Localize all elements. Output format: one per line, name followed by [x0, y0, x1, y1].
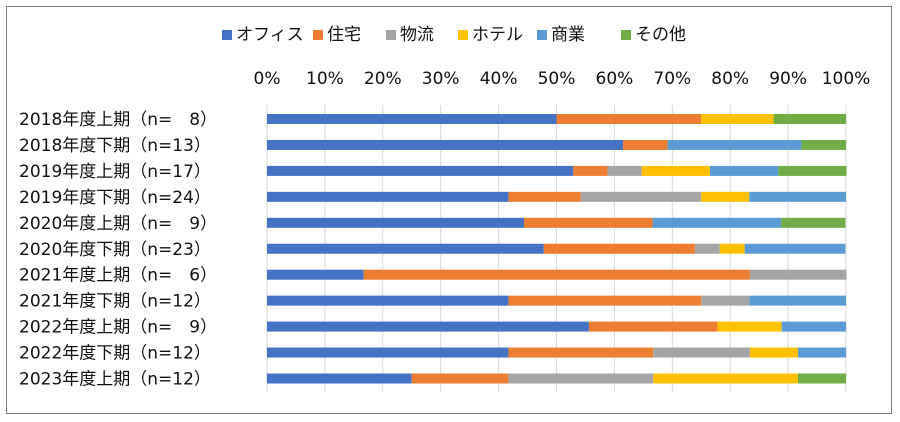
legend-label: オフィス — [236, 25, 304, 45]
category-label: 2022年度下期（n=12） — [19, 344, 211, 364]
bar-segment — [524, 217, 653, 228]
category-label: 2020年度下期（n=23） — [19, 240, 211, 260]
x-tick-label: 40% — [480, 69, 518, 89]
bar-segment — [267, 295, 509, 306]
x-tick-label: 10% — [306, 69, 344, 89]
category-label: 2023年度上期（n=12） — [19, 370, 211, 390]
legend-swatch — [313, 30, 323, 40]
legend-label: ホテル — [472, 25, 523, 45]
bar-segment — [701, 295, 750, 306]
bar-segment — [411, 373, 509, 384]
legend-label: 商業 — [551, 25, 585, 45]
x-axis-ticks: 0% 10% 20% 30% 40% 50% 60% 70% 80% 90% 100% — [254, 69, 871, 89]
legend-label: 住宅 — [327, 25, 361, 45]
bar-segment — [543, 243, 695, 254]
chart-frame — [6, 6, 892, 414]
bar-segment — [267, 243, 544, 254]
bar-segment — [701, 114, 774, 124]
x-tick-label: 20% — [364, 69, 402, 89]
bar-segment — [508, 295, 702, 306]
bar-segment — [801, 139, 846, 150]
bar-segment — [267, 373, 412, 384]
category-label: 2019年度下期（n=24） — [19, 188, 211, 208]
category-label: 2018年度下期（n=13） — [19, 136, 211, 156]
bar-segment — [556, 114, 702, 124]
bar-segment — [744, 243, 846, 254]
category-label: 2019年度上期（n=17） — [19, 162, 211, 182]
category-label: 2018年度上期（n= 8） — [19, 110, 217, 130]
category-labels: 2018年度上期（n= 8） 2018年度下期（n=13） 2019年度上期（n=1… — [19, 110, 217, 390]
legend-swatch — [621, 30, 631, 40]
bar-segment — [797, 373, 846, 384]
bar-segment — [781, 321, 846, 332]
x-tick-label: 90% — [769, 69, 807, 89]
bar-segment — [267, 114, 557, 124]
x-tick-label: 0% — [254, 69, 281, 89]
bar-segment — [267, 165, 574, 176]
bar-segment — [719, 243, 745, 254]
bar-segment — [749, 295, 846, 306]
bar-segment — [717, 321, 782, 332]
legend-label: その他 — [635, 25, 686, 45]
legend-label: 物流 — [400, 25, 434, 45]
x-tick-label: 50% — [538, 69, 576, 89]
category-label: 2020年度上期（n= 9） — [19, 214, 217, 234]
bar-segment — [749, 191, 846, 202]
bar-segment — [363, 269, 750, 280]
bar-segment — [508, 347, 654, 358]
bar-segment — [580, 191, 702, 202]
bar-segment — [267, 269, 364, 280]
bar-segment — [267, 321, 589, 332]
bar-segment — [749, 347, 798, 358]
x-tick-label: 30% — [422, 69, 460, 89]
bar-segment — [653, 373, 798, 384]
legend-swatch — [458, 30, 468, 40]
bar-segment — [781, 217, 846, 228]
bar-segment — [667, 139, 802, 150]
x-tick-label: 80% — [711, 69, 749, 89]
legend-swatch — [537, 30, 547, 40]
x-tick-label: 100% — [822, 69, 871, 89]
bar-segment — [508, 373, 654, 384]
bars — [267, 114, 847, 384]
bar-segment — [778, 165, 847, 176]
bar-segment — [641, 165, 710, 176]
category-label: 2021年度下期（n=12） — [19, 292, 211, 312]
x-tick-label: 60% — [596, 69, 634, 89]
bar-segment — [701, 191, 750, 202]
legend-swatch — [386, 30, 396, 40]
bar-segment — [709, 165, 779, 176]
bar-segment — [623, 139, 668, 150]
bar-segment — [749, 269, 847, 280]
bar-segment — [652, 217, 782, 228]
bar-segment — [694, 243, 720, 254]
bar-segment — [267, 139, 624, 150]
legend: オフィス 住宅 物流 ホテル 商業 その他 — [222, 25, 686, 45]
bar-segment — [508, 191, 581, 202]
bar-segment — [773, 114, 846, 124]
bar-segment — [573, 165, 608, 176]
x-tick-label: 70% — [653, 69, 691, 89]
bar-segment — [588, 321, 718, 332]
bar-segment — [607, 165, 642, 176]
bar-segment — [653, 347, 750, 358]
category-label: 2022年度上期（n= 9） — [19, 318, 217, 338]
bar-segment — [267, 191, 509, 202]
bar-segment — [267, 217, 525, 228]
bar-segment — [797, 347, 846, 358]
bar-segment — [267, 347, 509, 358]
category-label: 2021年度上期（n= 6） — [19, 266, 217, 286]
legend-swatch — [222, 30, 232, 40]
